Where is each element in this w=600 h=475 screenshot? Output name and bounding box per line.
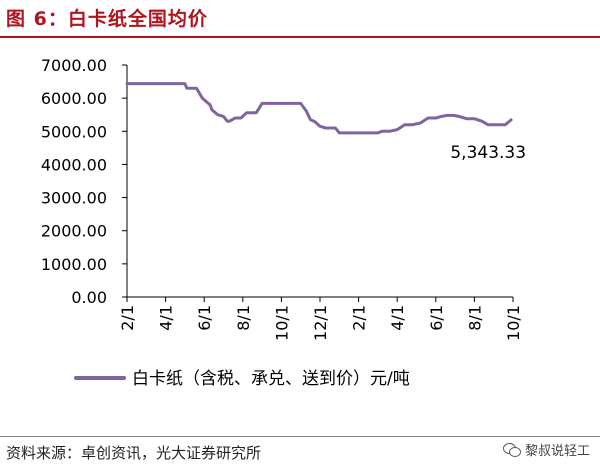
y-tick-label: 6000.00 [41, 89, 107, 108]
series-group [125, 82, 513, 135]
x-tick-label: 4/1 [388, 305, 407, 331]
watermark-text: 黎叔说轻工 [524, 444, 590, 459]
figure-title: 图 6：白卡纸全国均价 [6, 8, 208, 30]
y-tick-label: 4000.00 [41, 155, 107, 174]
x-tick-label: 8/1 [234, 305, 253, 331]
y-tick-label: 2000.00 [41, 222, 107, 241]
data-label: 5,343.33 [450, 143, 526, 163]
x-tick-label: 2/1 [350, 305, 369, 331]
x-tick-label: 10/1 [272, 305, 291, 341]
footer-divider [0, 436, 600, 437]
legend-label: 白卡纸（含税、承兑、送到价）元/吨 [132, 369, 410, 389]
series-line [125, 82, 513, 135]
y-tick-label: 7000.00 [41, 56, 107, 75]
x-axis: 2/1 4/1 6/1 8/1 10/1 12/1 2/1 4/1 6/1 8/1 10/1 [118, 296, 523, 341]
x-tick-label: 12/1 [311, 305, 330, 341]
source-note: 资料来源：卓创资讯，光大证券研究所 [6, 444, 262, 462]
annotations: 5,343.33 [450, 143, 526, 163]
watermark: 黎叔说轻工 [502, 440, 590, 459]
x-tick-label: 8/1 [465, 305, 484, 331]
legend: 白卡纸（含税、承兑、送到价）元/吨 [74, 369, 410, 389]
x-tick-label: 6/1 [195, 305, 214, 331]
y-tick-label: 3000.00 [41, 189, 107, 208]
x-tick-label: 6/1 [427, 305, 446, 331]
line-chart: 0.00 1000.00 2000.00 3000.00 4000.00 5000.00 6… [41, 56, 526, 389]
wechat-icon [502, 442, 521, 457]
title-bar: 图 6：白卡纸全国均价 [0, 0, 600, 38]
y-axis: 0.00 1000.00 2000.00 3000.00 4000.00 5000.00 6… [41, 56, 128, 307]
x-tick-label: 4/1 [157, 305, 176, 331]
x-tick-label: 10/1 [504, 305, 523, 341]
y-tick-label: 5000.00 [41, 122, 107, 141]
y-tick-label: 1000.00 [41, 255, 107, 274]
x-tick-label: 2/1 [118, 305, 137, 331]
y-tick-label: 0.00 [71, 288, 107, 307]
